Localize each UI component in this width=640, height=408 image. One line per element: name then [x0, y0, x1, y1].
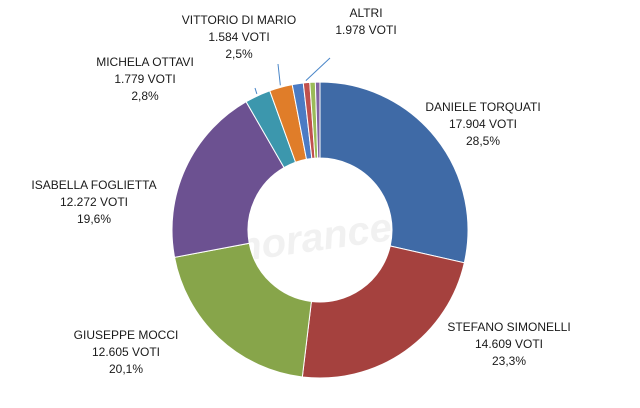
label-votes-altri: 1.978 VOTI — [335, 23, 396, 37]
label-percent-michela-ottavi: 2,8% — [131, 89, 159, 103]
leader-line-michela-ottavi — [254, 87, 258, 95]
label-votes-vittorio-di-mario: 1.584 VOTI — [208, 30, 269, 44]
label-name-giuseppe-mocci: GIUSEPPE MOCCI — [74, 328, 179, 342]
slice-isabella-foglietta — [171, 101, 285, 258]
leader-line-vittorio-di-mario — [277, 63, 281, 86]
label-percent-vittorio-di-mario: 2,5% — [225, 47, 253, 61]
label-votes-giuseppe-mocci: 12.605 VOTI — [92, 345, 160, 359]
label-name-isabella-foglietta: ISABELLA FOGLIETTA — [31, 178, 156, 192]
label-percent-isabella-foglietta: 19,6% — [77, 212, 111, 226]
label-name-altri: ALTRI — [349, 6, 382, 20]
label-name-michela-ottavi: MICHELA OTTAVI — [96, 55, 194, 69]
label-name-stefano-simonelli: STEFANO SIMONELLI — [447, 320, 570, 334]
label-percent-stefano-simonelli: 23,3% — [492, 354, 526, 368]
slice-altri-part-4 — [314, 81, 321, 159]
slice-giuseppe-mocci — [173, 242, 312, 378]
slice-stefano-simonelli — [301, 245, 465, 379]
label-votes-stefano-simonelli: 14.609 VOTI — [475, 337, 543, 351]
label-votes-daniele-torquati: 17.904 VOTI — [449, 117, 517, 131]
label-name-daniele-torquati: DANIELE TORQUATI — [425, 100, 540, 114]
label-votes-isabella-foglietta: 12.272 VOTI — [60, 195, 128, 209]
leader-line-altri — [305, 57, 331, 82]
slice-daniele-torquati — [319, 81, 469, 264]
slices-group — [171, 81, 469, 379]
label-votes-michela-ottavi: 1.779 VOTI — [114, 72, 175, 86]
label-percent-daniele-torquati: 28,5% — [466, 134, 500, 148]
label-name-vittorio-di-mario: VITTORIO DI MARIO — [182, 13, 296, 27]
leader-lines — [254, 57, 331, 95]
label-percent-giuseppe-mocci: 20,1% — [109, 362, 143, 376]
